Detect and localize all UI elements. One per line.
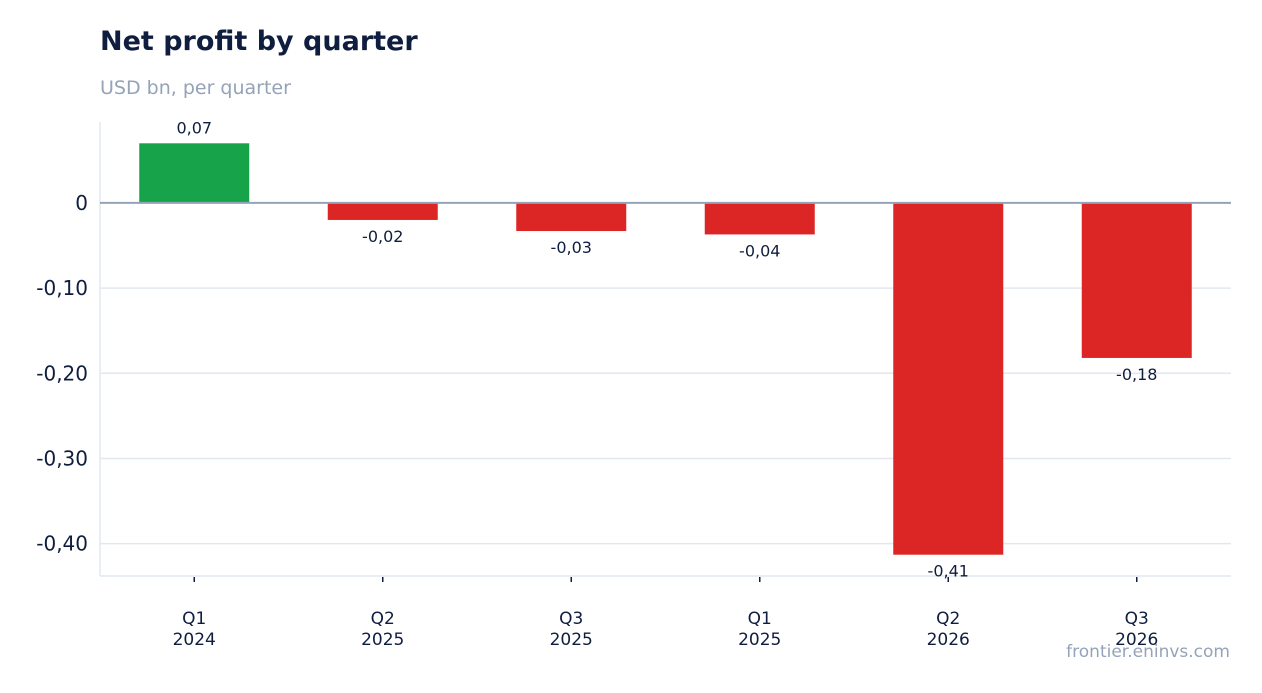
bar bbox=[704, 202, 815, 235]
x-tick-label: Q2 bbox=[936, 609, 960, 629]
y-tick-label: -0,20 bbox=[36, 361, 88, 385]
x-tick-label: 2024 bbox=[173, 630, 216, 650]
chart-title: Net profit by quarter bbox=[100, 26, 418, 57]
data-label: -0,02 bbox=[362, 227, 403, 246]
y-tick-labels: 0 -0,10 -0,20 -0,30 -0,40 bbox=[36, 191, 88, 556]
y-tick-label: 0 bbox=[75, 191, 88, 215]
bar bbox=[1081, 202, 1192, 358]
x-tick-label: 2025 bbox=[550, 630, 593, 650]
x-tick-label: Q3 bbox=[1125, 609, 1149, 629]
x-tick-label: 2025 bbox=[361, 630, 404, 650]
y-tick-label: -0,10 bbox=[36, 276, 88, 300]
x-tick-label: Q1 bbox=[748, 609, 772, 629]
data-label: -0,41 bbox=[928, 562, 969, 581]
x-tick-label: Q2 bbox=[371, 609, 395, 629]
data-labels: 0,07 -0,02 -0,03 -0,04 -0,41 -0,18 bbox=[100, 118, 1231, 581]
x-tick-label: 2026 bbox=[927, 630, 970, 650]
data-label: -0,18 bbox=[1116, 365, 1157, 384]
data-label: -0,04 bbox=[739, 241, 780, 260]
bar bbox=[516, 202, 627, 232]
x-tick-label: 2025 bbox=[738, 630, 781, 650]
data-label: 0,07 bbox=[176, 118, 212, 137]
bar bbox=[893, 202, 1004, 555]
bar bbox=[327, 202, 438, 220]
axes bbox=[99, 122, 1231, 582]
bars bbox=[139, 143, 1192, 555]
grid-lines bbox=[100, 287, 1231, 545]
y-tick-label: -0,30 bbox=[36, 446, 88, 470]
chart-subtitle: USD bn, per quarter bbox=[100, 77, 291, 99]
data-label: -0,03 bbox=[551, 238, 592, 257]
bar bbox=[139, 143, 250, 203]
source-note: frontier.eninvs.com bbox=[1066, 642, 1230, 662]
x-tick-label: 2026 bbox=[1115, 630, 1158, 650]
x-tick-label: Q1 bbox=[182, 609, 206, 629]
y-tick-label: -0,40 bbox=[36, 532, 88, 556]
x-tick-label: Q3 bbox=[559, 609, 583, 629]
